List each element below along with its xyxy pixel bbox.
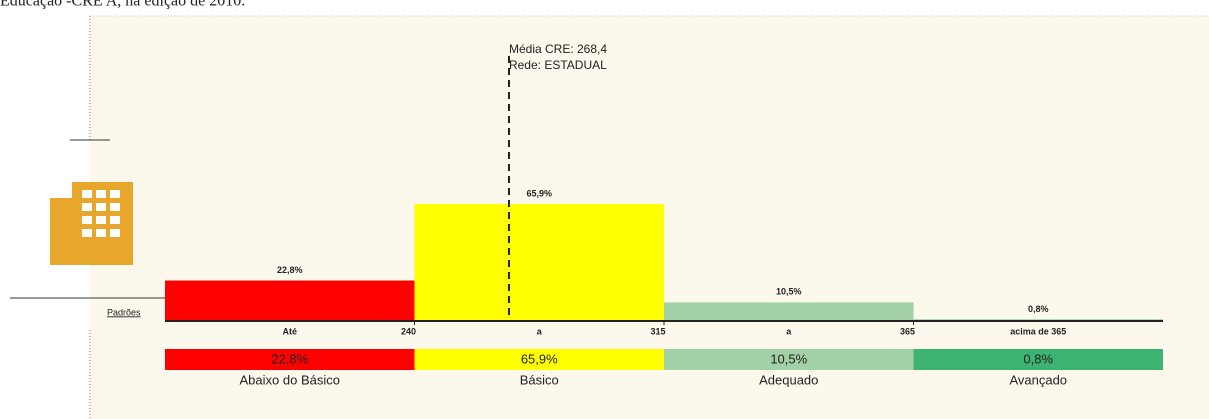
legend-value: 65,9%: [521, 351, 558, 366]
legend-swatch: [913, 349, 1163, 370]
legend-name: Avançado: [1009, 372, 1067, 387]
axis-label: Padrões: [107, 307, 141, 317]
legend-name: Básico: [520, 372, 559, 387]
range-label: Até: [282, 326, 297, 336]
legend-swatch: [165, 349, 415, 370]
legend-value: 10,5%: [770, 351, 807, 366]
value-label: 22,8%: [277, 265, 303, 275]
x-tick-label: 315: [650, 326, 665, 336]
annotation: Rede: ESTADUAL: [509, 58, 607, 72]
legend-name: Adequado: [759, 372, 818, 387]
legend-swatch: [664, 349, 914, 370]
value-label: 0,8%: [1028, 304, 1049, 314]
x-tick-label: 240: [401, 326, 416, 336]
x-tick-label: 365: [900, 326, 915, 336]
title: Educação -CRE A, na edição de 2010.: [0, 0, 245, 10]
range-label: a: [786, 326, 792, 336]
annotation: Média CRE: 268,4: [509, 42, 607, 56]
value-label: 10,5%: [776, 287, 802, 297]
legend-value: 0,8%: [1023, 351, 1053, 366]
bar: [165, 280, 415, 321]
building-icon: [50, 182, 133, 265]
range-label: acima de 365: [1010, 326, 1066, 336]
bar: [414, 204, 664, 321]
value-label: 65,9%: [526, 188, 552, 198]
bar: [664, 302, 914, 321]
legend-swatch: [414, 349, 664, 370]
legend-value: 22,8%: [271, 351, 308, 366]
range-label: a: [537, 326, 543, 336]
legend-name: Abaixo do Básico: [240, 372, 340, 387]
